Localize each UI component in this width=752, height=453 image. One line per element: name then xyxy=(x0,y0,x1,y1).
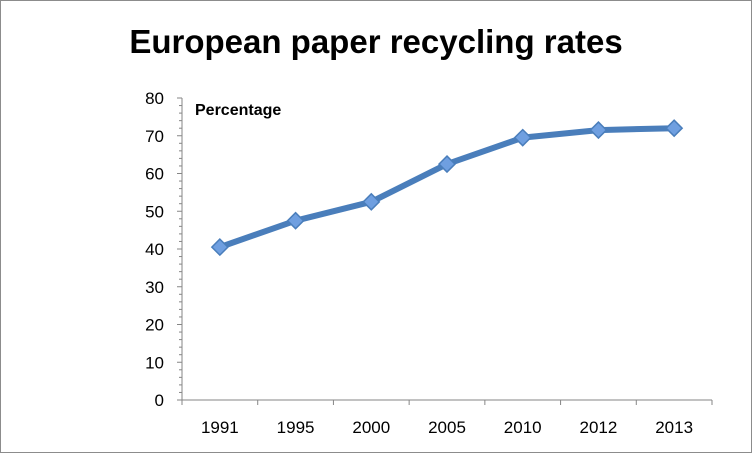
y-tick-label: 70 xyxy=(145,127,164,146)
y-tick-label: 60 xyxy=(145,165,164,184)
data-point-marker xyxy=(362,192,381,211)
data-point-marker xyxy=(665,119,684,138)
y-tick-label: 30 xyxy=(145,278,164,297)
x-tick-label: 2013 xyxy=(655,418,693,437)
data-point-marker xyxy=(589,121,608,140)
axes xyxy=(181,98,712,401)
data-point-marker xyxy=(286,211,305,230)
ticks: 0 10 20 30 40 50 60 70 80 1991 1995 2000 2005 2010 201… xyxy=(145,89,713,437)
series xyxy=(210,119,684,257)
y-tick-label: 80 xyxy=(145,89,164,108)
x-tick-label: 2010 xyxy=(504,418,542,437)
x-tick-label: 2000 xyxy=(352,418,390,437)
x-tick-label: 1991 xyxy=(201,418,239,437)
x-tick-label: 1995 xyxy=(277,418,315,437)
y-tick-label: 20 xyxy=(145,316,164,335)
data-point-marker xyxy=(210,238,229,257)
y-tick-label: 0 xyxy=(155,391,164,410)
chart-title: European paper recycling rates xyxy=(129,23,623,60)
data-point-marker xyxy=(437,155,457,174)
series-line xyxy=(216,125,678,251)
x-tick-label: 2005 xyxy=(428,418,466,437)
x-tick-label: 2012 xyxy=(580,418,618,437)
y-tick-label: 10 xyxy=(145,353,164,372)
y-tick-label: 50 xyxy=(145,202,164,221)
y-tick-label: 40 xyxy=(145,240,164,259)
data-point-marker xyxy=(513,128,532,147)
y-axis-title: Percentage xyxy=(195,102,281,119)
